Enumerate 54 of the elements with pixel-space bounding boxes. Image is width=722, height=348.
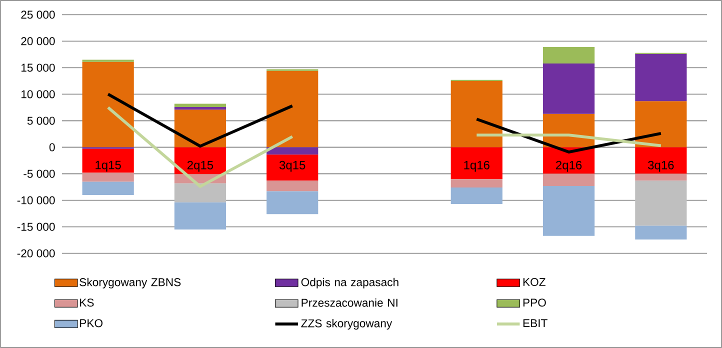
- y-tick-label: -20 000: [17, 249, 55, 258]
- legend-label: ZZS skorygowany: [301, 319, 392, 330]
- bar: [174, 104, 226, 107]
- bar: [174, 202, 226, 230]
- x-tick-label: 3q15: [279, 160, 306, 172]
- legend-label: Odpis na zapasach: [301, 278, 398, 288]
- y-tick-label: 10 000: [21, 90, 55, 98]
- y-tick-label: 20 000: [21, 37, 55, 46]
- y-tick-label: -5 000: [24, 170, 55, 178]
- bar: [174, 183, 226, 202]
- x-tick-label: 1q15: [96, 160, 121, 172]
- bar: [542, 186, 595, 236]
- bar: [82, 182, 134, 195]
- bar: [266, 180, 318, 192]
- bar: [542, 47, 595, 64]
- legend-label: Przeszacowanie NI: [302, 298, 398, 307]
- y-tick-label: -15 000: [17, 222, 55, 231]
- legend-label: Skorygowany ZBNS: [80, 278, 181, 288]
- bar: [450, 179, 502, 188]
- y-tick-label: 15 000: [21, 64, 55, 72]
- bar: [635, 180, 687, 226]
- bar: [635, 101, 687, 148]
- bar: [174, 110, 226, 148]
- bar: [174, 106, 226, 110]
- legend-label: PKO: [80, 319, 103, 328]
- legend-label: KOZ: [523, 278, 546, 286]
- bar: [635, 147, 687, 174]
- bar: [635, 226, 687, 240]
- x-tick-label: 1q16: [464, 160, 490, 172]
- bar: [450, 188, 502, 204]
- bar: [82, 172, 134, 182]
- x-tick-label: 2q16: [556, 160, 582, 172]
- bar: [266, 70, 318, 148]
- x-tick-label: 2q15: [187, 160, 214, 172]
- bar: [542, 63, 595, 114]
- y-tick-label: -10 000: [17, 196, 55, 204]
- bar: [174, 147, 226, 174]
- bar: [450, 147, 502, 180]
- y-tick-label: 0: [49, 143, 55, 152]
- bar: [450, 80, 502, 148]
- bar: [266, 147, 318, 155]
- bar: [266, 191, 318, 214]
- bar: [635, 174, 687, 181]
- legend-label: PPO: [523, 298, 546, 307]
- legend-label: EBIT: [523, 319, 548, 328]
- bar: [542, 174, 595, 186]
- bar: [635, 54, 687, 102]
- legend-label: KS: [80, 298, 94, 307]
- x-tick-label: 3q16: [648, 160, 674, 172]
- y-tick-label: 25 000: [21, 10, 55, 19]
- bar: [266, 154, 318, 181]
- bar: [82, 148, 134, 173]
- y-tick-label: 5 000: [27, 116, 55, 125]
- bar: [82, 62, 134, 148]
